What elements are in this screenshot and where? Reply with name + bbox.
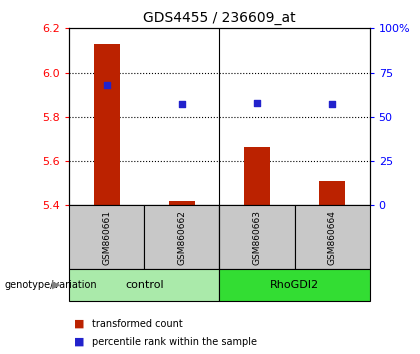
Text: percentile rank within the sample: percentile rank within the sample <box>92 337 257 347</box>
Text: GSM860662: GSM860662 <box>177 210 186 265</box>
Bar <box>220 269 370 301</box>
Text: genotype/variation: genotype/variation <box>4 280 97 290</box>
Bar <box>244 147 270 205</box>
Bar <box>69 269 220 301</box>
Text: ▶: ▶ <box>52 280 61 290</box>
Bar <box>169 201 195 205</box>
Bar <box>294 205 370 269</box>
Text: transformed count: transformed count <box>92 319 183 329</box>
Text: ■: ■ <box>74 337 84 347</box>
Text: control: control <box>125 280 164 290</box>
Point <box>178 102 185 107</box>
Title: GDS4455 / 236609_at: GDS4455 / 236609_at <box>143 11 296 24</box>
Bar <box>319 181 345 205</box>
Point <box>329 102 336 107</box>
Text: GSM860663: GSM860663 <box>252 210 262 265</box>
Text: RhoGDI2: RhoGDI2 <box>270 280 319 290</box>
Point <box>103 82 110 88</box>
Bar <box>94 44 120 205</box>
Bar <box>69 205 144 269</box>
Text: GSM860661: GSM860661 <box>102 210 111 265</box>
Text: ■: ■ <box>74 319 84 329</box>
Text: GSM860664: GSM860664 <box>328 210 336 265</box>
Bar <box>220 205 294 269</box>
Point <box>254 100 260 105</box>
Bar <box>144 205 220 269</box>
